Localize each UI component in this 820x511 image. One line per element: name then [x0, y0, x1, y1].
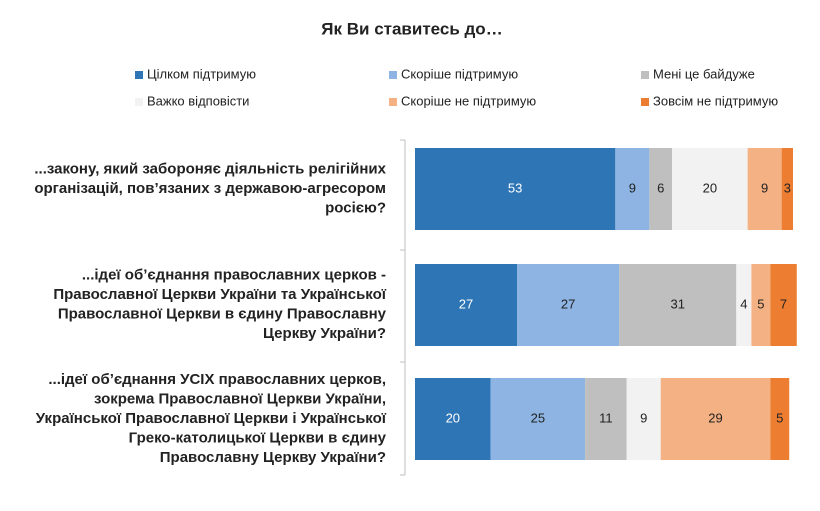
category-label: Греко-католицької Церкви в єдину	[129, 429, 387, 446]
bar-segment	[770, 378, 790, 460]
value-label: 9	[629, 180, 636, 195]
bar-segment	[672, 148, 748, 230]
value-label: 4	[740, 296, 747, 311]
value-label: 5	[757, 296, 764, 311]
bar-segment	[736, 264, 752, 346]
category-label: росією?	[325, 199, 386, 216]
legend-swatch	[641, 98, 649, 106]
legend-label: Мені це байдуже	[653, 66, 755, 81]
legend-swatch	[389, 98, 397, 106]
legend-swatch	[135, 71, 143, 79]
value-label: 3	[784, 180, 791, 195]
bar-segment	[649, 148, 673, 230]
legend-label: Цілком підтримую	[147, 66, 256, 81]
value-label: 53	[508, 180, 522, 195]
category-label: Православної Церкви України та Українськ…	[53, 286, 386, 303]
bar-segment	[619, 264, 737, 346]
value-label: 27	[561, 296, 575, 311]
legend-swatch	[135, 98, 143, 106]
category-label: організацій, пов’язаних з державою-агрес…	[34, 180, 386, 197]
bar-segment	[415, 378, 491, 460]
category-label: ...ідеї об’єднання православних церков -	[82, 267, 386, 284]
value-label: 20	[446, 410, 460, 425]
legend-swatch	[641, 71, 649, 79]
value-label: 11	[599, 410, 613, 425]
category-label: ...закону, який забороняє діяльність рел…	[34, 160, 386, 177]
bar-segment	[781, 148, 793, 230]
category-label: Української Православної Церкви і Україн…	[36, 410, 387, 427]
category-label: Церкву України?	[263, 325, 386, 342]
legend-label: Зовсім не підтримую	[653, 93, 778, 108]
value-label: 5	[776, 410, 783, 425]
value-label: 6	[657, 180, 664, 195]
category-label: Православну Церкву України?	[160, 449, 386, 466]
category-label: зокрема Православної Церкви України,	[94, 390, 386, 407]
legend-label: Важко відповісти	[147, 93, 249, 108]
category-label: ...ідеї об’єднання УСІХ православних цер…	[48, 371, 386, 388]
legend-swatch	[389, 71, 397, 79]
value-label: 27	[459, 296, 473, 311]
value-label: 9	[761, 180, 768, 195]
value-label: 25	[531, 410, 545, 425]
bar-segment	[615, 148, 650, 230]
value-label: 31	[670, 296, 684, 311]
bar-segment	[490, 378, 586, 460]
bar-segment	[747, 148, 782, 230]
bar-segment	[626, 378, 661, 460]
value-label: 9	[640, 410, 647, 425]
value-label: 20	[703, 180, 717, 195]
bar-segment	[415, 148, 616, 230]
category-label: Православної Церкви в єдину Православну	[58, 306, 387, 323]
bar-segment	[585, 378, 627, 460]
bar-segment	[751, 264, 771, 346]
bar-segment	[415, 264, 518, 346]
bar-segment	[517, 264, 620, 346]
chart-title: Як Ви ставитесь до…	[321, 19, 502, 38]
value-label: 29	[708, 410, 722, 425]
bar-segment	[660, 378, 771, 460]
bar-segment	[770, 264, 797, 346]
legend-label: Скоріше підтримую	[401, 66, 518, 81]
legend-label: Скоріше не підтримую	[401, 93, 536, 108]
value-label: 7	[780, 296, 787, 311]
